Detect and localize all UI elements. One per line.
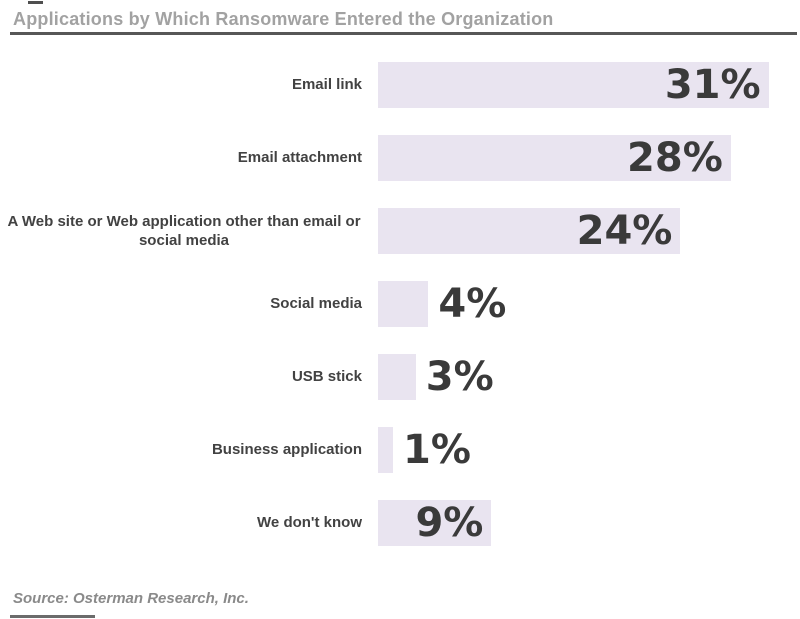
bar: [378, 353, 416, 400]
bar-cell: 1%: [378, 426, 800, 473]
bar-cell: 4%: [378, 280, 800, 327]
top-left-dash: [28, 1, 43, 4]
category-label-cell: Business application: [0, 440, 362, 459]
bar: [378, 280, 429, 327]
bar-row: Business application 1%: [0, 413, 800, 486]
title-underline: [10, 32, 797, 35]
bar: [378, 426, 393, 473]
bar: 28%: [378, 134, 731, 181]
value-label: 24%: [576, 207, 673, 254]
chart-header: Applications by Which Ransomware Entered…: [0, 0, 800, 30]
category-label-cell: We don't know: [0, 513, 362, 532]
bar-row: Email attachment 28%: [0, 121, 800, 194]
bar: 9%: [378, 499, 492, 546]
category-label: Email attachment: [237, 149, 362, 166]
category-label: Social media: [270, 295, 362, 312]
bar-cell: 28%: [378, 134, 800, 181]
bar-row: Social media 4%: [0, 267, 800, 340]
value-label: 3%: [425, 353, 494, 400]
bar-cell: 9%: [378, 499, 800, 546]
value-label: 1%: [403, 426, 471, 473]
bar: 24%: [378, 207, 681, 254]
category-label-cell: A Web site or Web application other than…: [0, 212, 362, 250]
bar-row: We don't know 9%: [0, 486, 800, 559]
category-label-cell: Email attachment: [0, 148, 362, 167]
chart-title: Applications by Which Ransomware Entered…: [13, 9, 554, 29]
category-label-cell: Social media: [0, 294, 362, 313]
category-label: We don't know: [257, 514, 362, 531]
source-note: Source: Osterman Research, Inc.: [13, 590, 249, 607]
value-label: 9%: [415, 499, 484, 546]
category-label-cell: USB stick: [0, 367, 362, 386]
category-label: A Web site or Web application other than…: [7, 212, 361, 249]
bottom-left-dash: [10, 615, 95, 618]
bar-cell: 31%: [378, 61, 800, 108]
value-label: 4%: [438, 280, 507, 327]
bar: 31%: [378, 61, 769, 108]
bar-chart: Email link 31% Email attachment 28% A We…: [0, 48, 800, 559]
bar-row: Email link 31%: [0, 48, 800, 121]
category-label: Business application: [211, 441, 362, 458]
category-label: Email link: [291, 76, 362, 93]
category-label-cell: Email link: [0, 75, 362, 94]
bar-cell: 3%: [378, 353, 800, 400]
value-label: 31%: [664, 61, 761, 108]
category-label: USB stick: [291, 368, 362, 385]
bar-cell: 24%: [378, 207, 800, 254]
value-label: 28%: [627, 134, 723, 181]
bar-row: USB stick 3%: [0, 340, 800, 413]
bar-row: A Web site or Web application other than…: [0, 194, 800, 267]
